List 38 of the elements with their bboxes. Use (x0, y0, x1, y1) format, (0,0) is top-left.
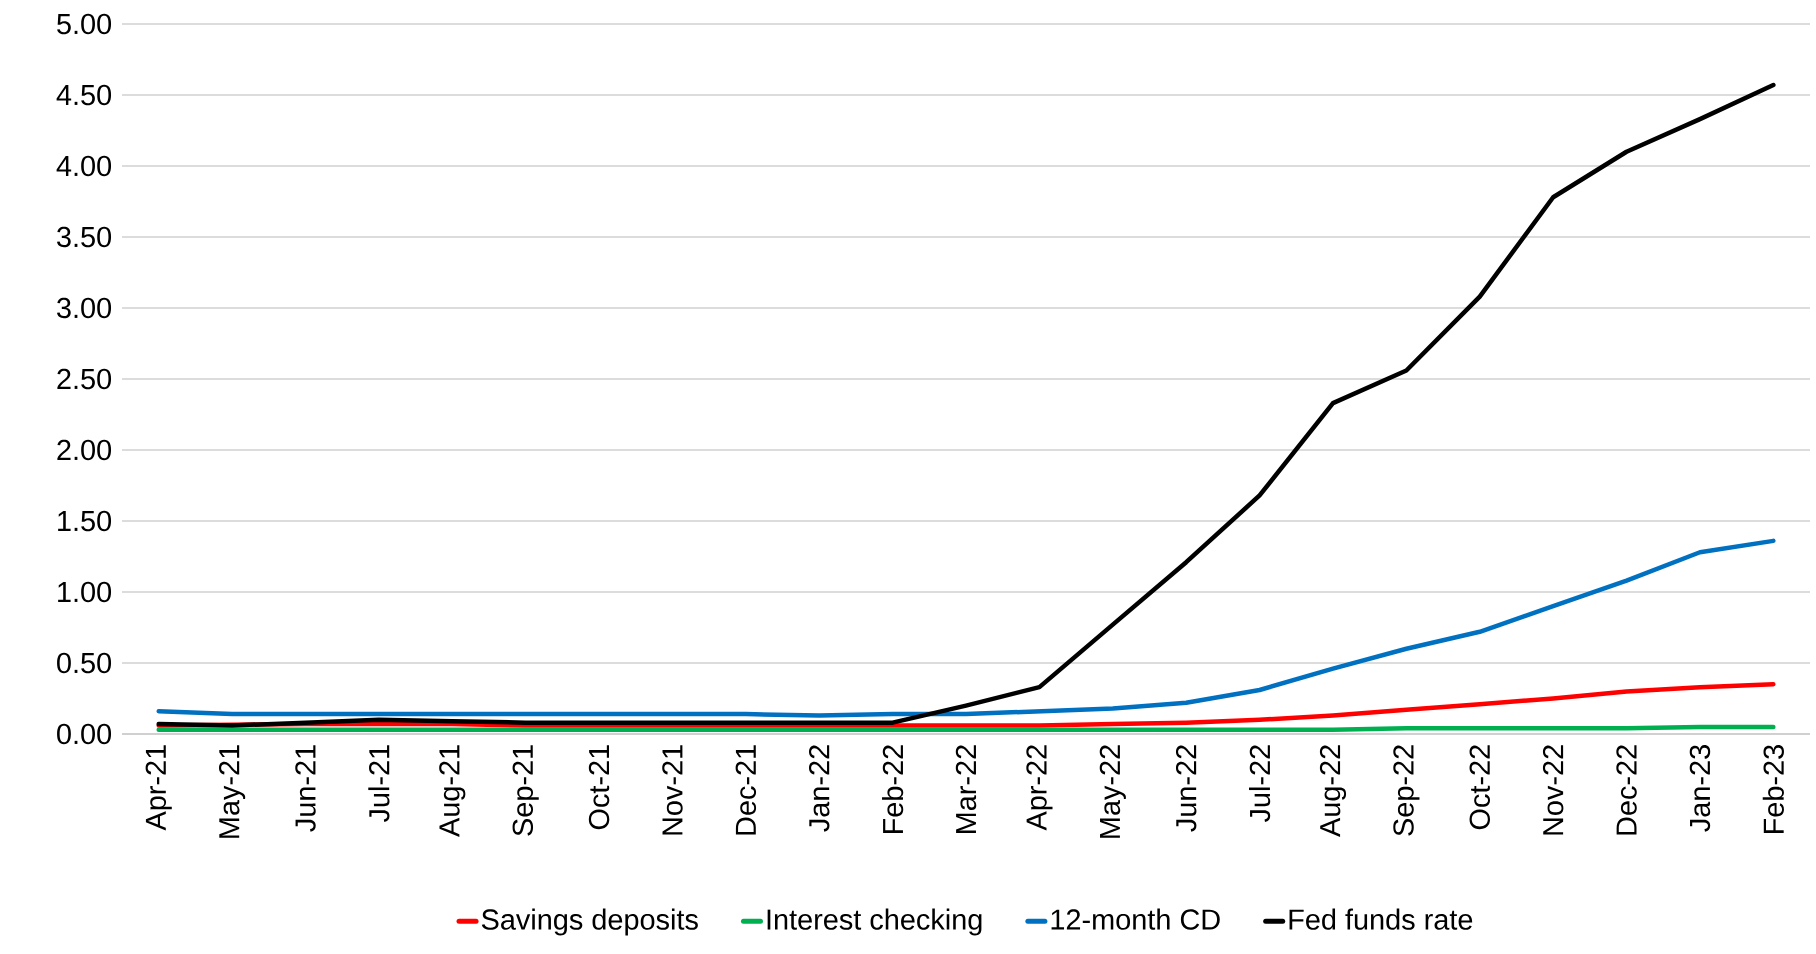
legend-label: Interest checking (767, 908, 982, 936)
y-tick-label: 4.00 (56, 155, 112, 177)
y-tick-label: 3.00 (57, 297, 112, 319)
x-tick-label: Feb-23 (1762, 745, 1784, 833)
y-tick-label: 2.00 (57, 439, 112, 461)
y-tick-label: 0.50 (57, 652, 112, 674)
x-tick-label: Jul-22 (1248, 745, 1271, 823)
y-tick-label: 1.00 (58, 581, 112, 603)
y-tick-label: 4.50 (56, 84, 112, 106)
x-tick-label: Jan-22 (809, 745, 830, 832)
y-tick-label: 0.00 (57, 723, 112, 745)
x-tick-label: Dec-21 (735, 745, 757, 835)
x-tick-label: Mar-22 (955, 745, 977, 833)
x-tick-label: Aug-22 (1319, 745, 1347, 837)
x-tick-label: May-22 (1099, 745, 1126, 838)
legend-label: Fed funds rate (1289, 908, 1473, 930)
x-tick-label: Sep-22 (1393, 745, 1420, 836)
x-tick-label: Dec-22 (1616, 745, 1637, 835)
y-tick-label: 3.50 (57, 226, 112, 248)
legend-label: 12-month CD (1051, 908, 1220, 930)
x-tick-label: Apr-22 (1026, 745, 1053, 831)
x-tick-label: Jun-21 (295, 745, 316, 832)
y-tick-label: 5.00 (57, 13, 112, 35)
x-tick-label: Jul-21 (368, 745, 390, 823)
x-tick-label: Sep-21 (512, 745, 539, 836)
x-tick-label: Nov-22 (1542, 745, 1564, 835)
x-tick-label: Aug-21 (439, 745, 466, 837)
x-tick-label: Jun-22 (1175, 745, 1197, 832)
x-tick-label: Apr-21 (145, 745, 172, 831)
x-tick-label: Oct-21 (588, 745, 610, 830)
x-tick-label: Jan-23 (1689, 745, 1711, 832)
x-tick-label: Nov-21 (662, 745, 683, 835)
x-tick-label: Oct-22 (1469, 745, 1490, 830)
y-tick-label: 2.50 (57, 368, 112, 390)
y-tick-label: 1.50 (58, 510, 112, 532)
x-tick-label: May-21 (219, 745, 246, 838)
x-tick-label: Feb-22 (882, 745, 904, 833)
legend-label: Savings deposits (481, 908, 698, 936)
